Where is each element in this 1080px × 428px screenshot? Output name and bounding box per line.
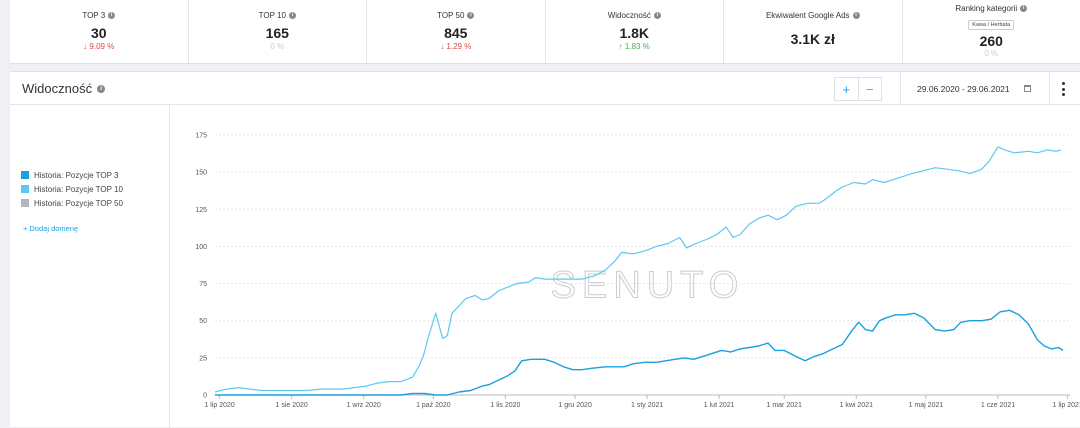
y-tick-label: 175 — [195, 133, 207, 140]
chart-svg: SENUTO 0 25 50 75 100 125 150 175 1 lip 2020 1 sie… — [170, 105, 1080, 428]
arrow-down-icon: ↓ — [83, 42, 87, 51]
metric-label: Ranking kategorii — [955, 4, 1017, 13]
panel-title: Widoczność — [22, 81, 92, 96]
legend-list: Historia: Pozycje TOP 3 Historia: Pozycj… — [21, 168, 123, 210]
metric-value: 260 — [903, 33, 1080, 49]
legend-item-top3[interactable]: Historia: Pozycje TOP 3 — [21, 168, 123, 182]
legend-label: Historia: Pozycje TOP 10 — [34, 185, 123, 194]
metric-value: 30 — [10, 25, 188, 41]
zoom-controls: + − — [834, 77, 882, 101]
info-icon[interactable]: i — [654, 12, 661, 19]
legend-label: Historia: Pozycje TOP 50 — [34, 199, 123, 208]
legend-sidebar: Historia: Pozycje TOP 3 Historia: Pozycj… — [10, 105, 170, 428]
info-icon[interactable]: i — [289, 12, 296, 19]
metric-label: TOP 50 — [437, 11, 464, 20]
x-tick-label: 1 sie 2020 — [276, 402, 308, 409]
y-tick-label: 125 — [195, 207, 207, 214]
zoom-out-button[interactable]: − — [859, 78, 882, 100]
arrow-up-icon: ↑ — [619, 42, 623, 51]
metric-value: 845 — [367, 25, 545, 41]
x-tick-label: 1 sty 2021 — [631, 402, 663, 409]
more-options-icon[interactable] — [1060, 82, 1066, 96]
info-icon[interactable]: i — [853, 12, 860, 19]
y-tick-label: 0 — [203, 393, 207, 400]
legend-item-top50[interactable]: Historia: Pozycje TOP 50 — [21, 196, 123, 210]
calendar-icon — [1024, 85, 1031, 92]
x-tick-label: 1 kwi 2021 — [840, 402, 874, 409]
x-tick-label: 1 lis 2020 — [490, 402, 520, 409]
info-icon[interactable]: i — [467, 12, 474, 19]
visibility-chart: SENUTO 0 25 50 75 100 125 150 175 1 lip 2020 1 sie… — [170, 105, 1080, 428]
x-tick-label: 1 cze 2021 — [981, 402, 1015, 409]
metric-value: 1.8K — [546, 25, 724, 41]
y-tick-label: 25 — [199, 355, 207, 362]
x-tick-label: 1 paź 2020 — [416, 402, 451, 409]
metric-label: Ekwiwalent Google Ads — [766, 11, 850, 20]
watermark-logo: SENUTO — [551, 265, 745, 307]
metric-label: TOP 10 — [259, 11, 286, 20]
x-tick-label: 1 lip 2021 — [1052, 402, 1080, 409]
metric-label: TOP 3 — [82, 11, 105, 20]
y-tick-label: 75 — [199, 281, 207, 288]
series-line-top3 — [215, 310, 1063, 395]
x-tick-label: 1 maj 2021 — [909, 402, 944, 409]
info-icon[interactable]: i — [108, 12, 115, 19]
arrow-down-icon: ↓ — [440, 42, 444, 51]
add-domain-label: Dodaj domenę — [29, 224, 78, 233]
info-icon[interactable]: i — [1020, 5, 1027, 12]
metric-change: 0 % — [189, 42, 367, 51]
metric-change: 0 % — [903, 49, 1080, 58]
category-badge[interactable]: Kawa / Herbata — [968, 20, 1014, 30]
metric-label: Widoczność — [608, 11, 651, 20]
legend-swatch — [21, 185, 29, 193]
x-tick-label: 1 lut 2021 — [704, 402, 735, 409]
x-tick-label: 1 mar 2021 — [767, 402, 803, 409]
legend-item-top10[interactable]: Historia: Pozycje TOP 10 — [21, 182, 123, 196]
panel-header: Widoczność i + − 29.06.2020 - 29.06.2021 — [10, 72, 1080, 105]
info-icon[interactable]: i — [97, 85, 105, 93]
visibility-panel: Widoczność i + − 29.06.2020 - 29.06.2021… — [10, 71, 1080, 427]
add-domain-link[interactable]: + Dodaj domenę — [23, 224, 78, 233]
metric-change: ↑ 1.83 % — [546, 42, 724, 51]
metric-value: 165 — [189, 25, 367, 41]
legend-swatch — [21, 171, 29, 179]
y-tick-label: 150 — [195, 170, 207, 177]
legend-swatch — [21, 199, 29, 207]
metric-change: ↓ 9.09 % — [10, 42, 188, 51]
metric-value: 3.1K zł — [724, 31, 902, 47]
date-range-picker[interactable]: 29.06.2020 - 29.06.2021 — [900, 72, 1050, 105]
date-range-text: 29.06.2020 - 29.06.2021 — [917, 84, 1010, 94]
x-tick-label: 1 wrz 2020 — [347, 402, 381, 409]
legend-label: Historia: Pozycje TOP 3 — [34, 171, 118, 180]
plus-icon: + — [23, 224, 27, 233]
metric-change: ↓ 1.29 % — [367, 42, 545, 51]
zoom-in-button[interactable]: + — [835, 78, 859, 100]
x-tick-label: 1 lip 2020 — [204, 402, 234, 409]
y-tick-label: 50 — [199, 318, 207, 325]
y-tick-label: 100 — [195, 244, 207, 251]
x-tick-label: 1 gru 2020 — [558, 402, 592, 409]
